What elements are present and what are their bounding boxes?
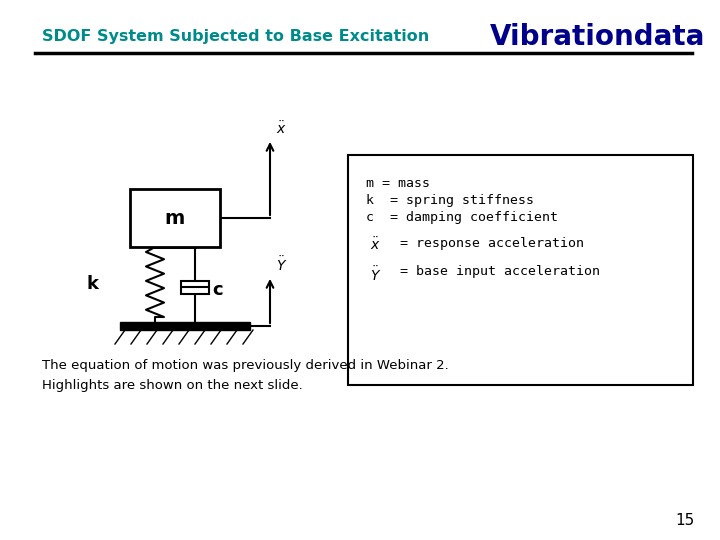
Text: The equation of motion was previously derived in Webinar 2.: The equation of motion was previously de… <box>42 359 449 372</box>
Text: $\ddot{x}$: $\ddot{x}$ <box>370 237 381 253</box>
Text: m: m <box>165 208 185 227</box>
Text: Highlights are shown on the next slide.: Highlights are shown on the next slide. <box>42 379 302 392</box>
Text: = response acceleration: = response acceleration <box>392 237 584 249</box>
Text: $\ddot{Y}$: $\ddot{Y}$ <box>370 265 382 284</box>
Text: Vibrationdata: Vibrationdata <box>490 23 706 51</box>
Text: 15: 15 <box>676 513 695 528</box>
Bar <box>120 322 250 330</box>
Bar <box>130 189 220 247</box>
Text: = base input acceleration: = base input acceleration <box>392 265 600 279</box>
Text: $\ddot{x}$: $\ddot{x}$ <box>276 120 287 137</box>
Text: $\ddot{Y}$: $\ddot{Y}$ <box>276 255 287 274</box>
Text: m = mass: m = mass <box>366 177 430 190</box>
Text: c: c <box>212 281 223 299</box>
Text: SDOF System Subjected to Base Excitation: SDOF System Subjected to Base Excitation <box>42 30 429 44</box>
Text: k  = spring stiffness: k = spring stiffness <box>366 194 534 207</box>
Text: k: k <box>87 275 99 293</box>
Bar <box>181 281 209 294</box>
Bar <box>348 155 693 385</box>
Text: c  = damping coefficient: c = damping coefficient <box>366 211 558 224</box>
